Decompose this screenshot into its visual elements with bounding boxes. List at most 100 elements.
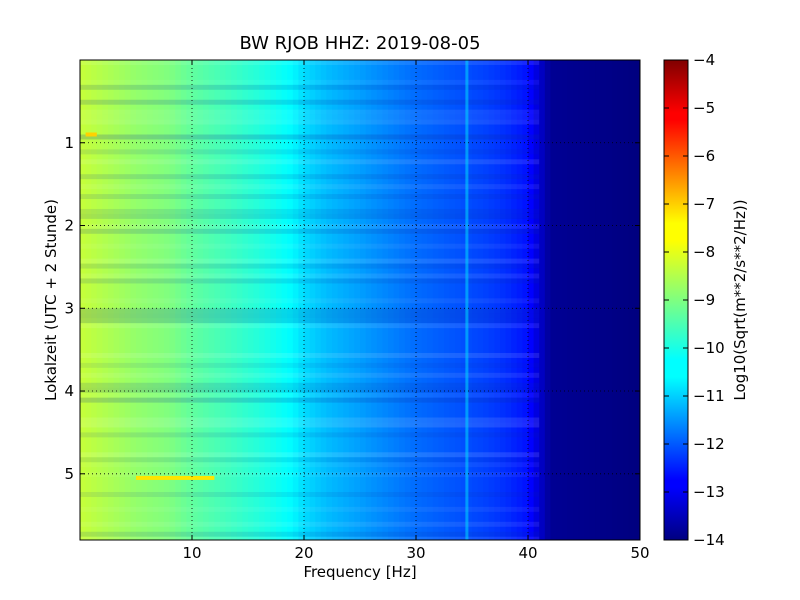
heatmap-cell [124,60,131,540]
heatmap-row [80,313,540,319]
y-tick-label: 4 [64,382,74,400]
x-tick-label: 30 [406,544,425,562]
heatmap-row [80,352,540,358]
heatmap-row [80,506,540,512]
heatmap-cell [399,60,406,540]
heatmap-row [80,79,540,85]
heatmap-cell [96,60,103,540]
heatmap-cell [332,60,339,540]
heatmap-row [80,174,540,180]
heatmap-cell [444,60,451,540]
heatmap-row [80,318,540,324]
y-axis-label: Lokalzeit (UTC + 2 Stunde) [42,199,60,401]
heatmap-row [80,258,540,264]
heatmap-row [80,392,540,398]
heatmap-cell [147,60,154,540]
heatmap-cell [360,60,367,540]
heatmap-row [80,184,540,190]
x-axis: 10 20 30 40 50 [182,60,650,562]
y-tick-label: 1 [64,134,74,152]
plot-frame [79,59,641,541]
heatmap-cell [516,60,523,540]
heatmap-row [80,457,540,463]
colorbar-tick-label: −10 [693,339,725,357]
x-tick-label: 50 [630,544,649,562]
heatmap-cell [152,60,159,540]
heatmap-row [80,323,540,329]
grid-lines [80,60,640,540]
heatmap-cell [539,60,546,540]
heatmap-cell [600,60,607,540]
heatmap-cell [231,60,238,540]
colorbar-label: Log10(Sqrt(m**2/s**2/Hz)) [731,199,749,400]
heatmap-row [80,228,540,234]
heatmap-cell [164,60,171,540]
heatmap-cell [455,60,462,540]
heatmap-cell [483,60,490,540]
heatmap-cell [192,60,199,540]
heatmap-row [80,114,540,120]
heatmap-cell [572,60,579,540]
heatmap-feature-line [465,60,469,540]
heatmap-cell [522,60,529,540]
heatmap-row [80,387,540,393]
heatmap-row [80,372,540,378]
x-tick-label: 10 [182,544,201,562]
heatmap-cell [343,60,350,540]
heatmap-row [80,194,540,200]
heatmap-row [80,99,540,105]
heatmap-columns [80,60,640,540]
heatmap-cell [634,60,640,540]
heatmap-cell [589,60,596,540]
heatmap-cell [595,60,602,540]
heatmap-cell [276,60,283,540]
heatmap-cell [511,60,518,540]
heatmap-cell [197,60,204,540]
heatmap-row-overlay [80,60,540,540]
colorbar-tick-label: −13 [693,483,725,501]
heatmap-cell [466,60,473,540]
heatmap-row [80,149,540,155]
heatmap-cell [91,60,98,540]
heatmap-cell [186,60,193,540]
heatmap-row [80,382,540,388]
heatmap-row [80,109,540,115]
heatmap-cell [628,60,635,540]
heatmap-row [80,263,540,269]
y-axis: 1 2 3 4 5 [64,134,640,483]
heatmap-cell [421,60,428,540]
colorbar-tick-label: −8 [693,243,715,261]
heatmap-cell [393,60,400,540]
colorbar-tick-label: −12 [693,435,725,453]
x-tick-label: 20 [294,544,313,562]
heatmap-cell [382,60,389,540]
heatmap-cell [236,60,243,540]
heatmap-cell [623,60,630,540]
heatmap-cell [584,60,591,540]
heatmap-cell [108,60,115,540]
heatmap-row [80,432,540,438]
heatmap-row [80,134,540,140]
heatmap-plot-area [80,60,640,540]
heatmap-cell [158,60,165,540]
heatmap-cell [354,60,361,540]
heatmap-cell [130,60,137,540]
heatmap-cell [427,60,434,540]
heatmap-cell [432,60,439,540]
heatmap-cell [438,60,445,540]
heatmap-features [85,60,469,540]
colorbar-tick-label: −7 [693,195,715,213]
heatmap-cell [449,60,456,540]
heatmap-cell [287,60,294,540]
heatmap-cell [169,60,176,540]
heatmap-cell [606,60,613,540]
heatmap-cell [270,60,277,540]
heatmap-row [80,159,540,165]
heatmap-cell [404,60,411,540]
heatmap-row [80,462,540,468]
heatmap-cell [533,60,540,540]
heatmap-cell [259,60,266,540]
heatmap-cell [556,60,563,540]
heatmap-cell [264,60,271,540]
